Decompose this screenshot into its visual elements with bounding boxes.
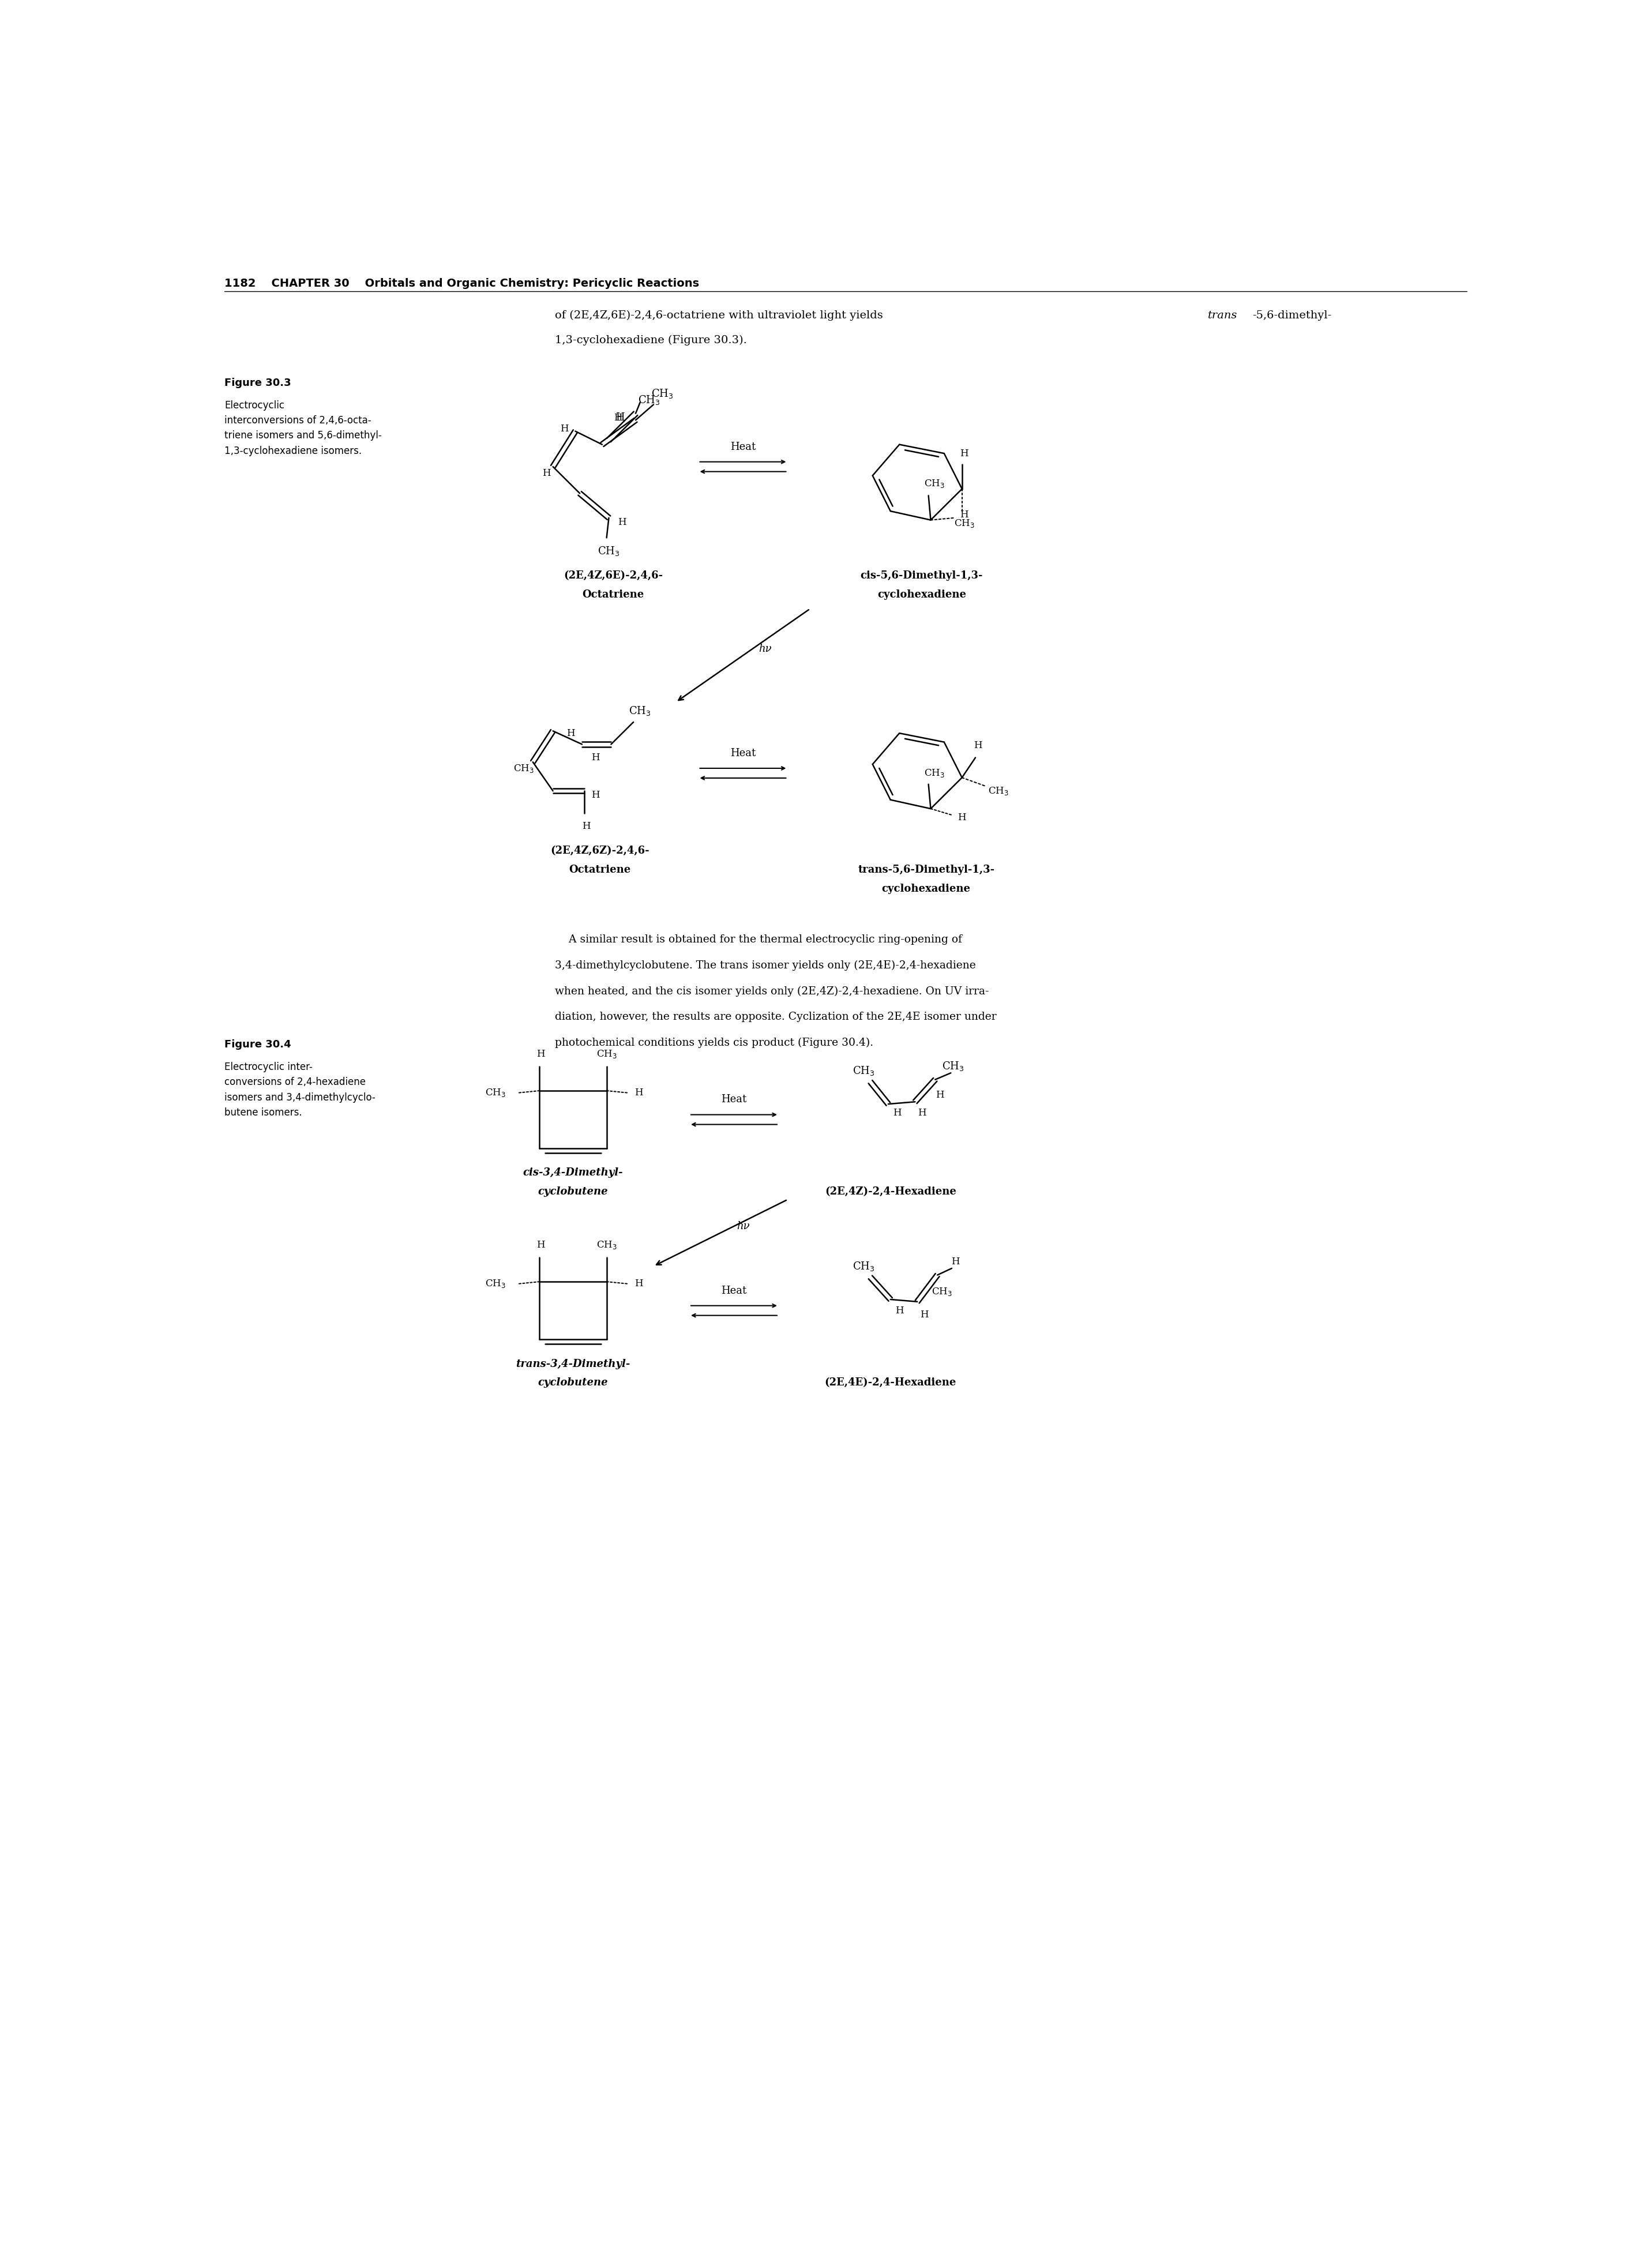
Text: H: H: [634, 1087, 643, 1098]
Text: H: H: [537, 1049, 545, 1060]
Text: 1182    CHAPTER 30    Orbitals and Organic Chemistry: Pericyclic Reactions: 1182 CHAPTER 30 Orbitals and Organic Che…: [225, 279, 699, 290]
Text: Heat: Heat: [722, 1285, 747, 1296]
Text: H: H: [935, 1089, 943, 1101]
Text: trans-3,4-Dimethyl-: trans-3,4-Dimethyl-: [515, 1359, 631, 1370]
Text: cyclobutene: cyclobutene: [539, 1186, 608, 1197]
Text: H: H: [537, 1240, 545, 1251]
Text: CH$_3$: CH$_3$: [953, 519, 975, 530]
Text: CH$_3$: CH$_3$: [651, 386, 674, 400]
Text: H: H: [920, 1309, 928, 1321]
Text: cyclohexadiene: cyclohexadiene: [882, 883, 971, 894]
Text: hν: hν: [737, 1222, 750, 1231]
Text: when heated, and the cis isomer yields only (2E,4Z)-2,4-hexadiene. On UV irra-: when heated, and the cis isomer yields o…: [555, 986, 990, 997]
Text: H: H: [567, 728, 575, 739]
Text: (2E,4E)-2,4-Hexadiene: (2E,4E)-2,4-Hexadiene: [824, 1377, 957, 1388]
Text: Heat: Heat: [730, 442, 755, 451]
Text: H: H: [958, 813, 966, 822]
Text: hν: hν: [758, 645, 771, 654]
Text: -5,6-dimethyl-: -5,6-dimethyl-: [1252, 310, 1332, 321]
Text: H: H: [960, 510, 968, 519]
Text: H: H: [894, 1107, 902, 1119]
Text: H: H: [973, 741, 981, 750]
Text: H: H: [616, 413, 624, 422]
Text: trans-5,6-Dimethyl-1,3-: trans-5,6-Dimethyl-1,3-: [857, 865, 995, 876]
Text: trans: trans: [1208, 310, 1237, 321]
Text: CH$_3$: CH$_3$: [598, 546, 620, 557]
Text: CH$_3$: CH$_3$: [638, 393, 661, 407]
Text: 3,4-dimethylcyclobutene. The trans isomer yields only (2E,4E)-2,4-hexadiene: 3,4-dimethylcyclobutene. The trans isome…: [555, 961, 976, 970]
Text: cis-5,6-Dimethyl-1,3-: cis-5,6-Dimethyl-1,3-: [861, 570, 983, 582]
Text: H: H: [591, 791, 600, 800]
Text: CH$_3$: CH$_3$: [932, 1287, 952, 1298]
Text: cis-3,4-Dimethyl-: cis-3,4-Dimethyl-: [524, 1168, 623, 1179]
Text: cyclohexadiene: cyclohexadiene: [877, 588, 966, 600]
Text: Figure 30.3: Figure 30.3: [225, 377, 291, 389]
Text: CH$_3$: CH$_3$: [629, 705, 651, 716]
Text: H: H: [542, 469, 550, 478]
Text: Octatriene: Octatriene: [583, 588, 644, 600]
Text: cyclobutene: cyclobutene: [539, 1377, 608, 1388]
Text: CH$_3$: CH$_3$: [596, 1049, 616, 1060]
Text: H: H: [634, 1278, 643, 1289]
Text: Figure 30.4: Figure 30.4: [225, 1040, 291, 1051]
Text: 1,3-cyclohexadiene (Figure 30.3).: 1,3-cyclohexadiene (Figure 30.3).: [555, 335, 747, 346]
Text: Octatriene: Octatriene: [568, 865, 631, 876]
Text: CH$_3$: CH$_3$: [486, 1278, 506, 1289]
Text: CH$_3$: CH$_3$: [852, 1260, 876, 1271]
Text: diation, however, the results are opposite. Cyclization of the 2E,4E isomer unde: diation, however, the results are opposi…: [555, 1011, 996, 1022]
Text: H: H: [960, 449, 968, 458]
Text: CH$_3$: CH$_3$: [923, 478, 945, 490]
Text: (2E,4Z)-2,4-Hexadiene: (2E,4Z)-2,4-Hexadiene: [824, 1186, 957, 1197]
Text: CH$_3$: CH$_3$: [923, 768, 945, 779]
Text: H: H: [613, 413, 623, 422]
Text: A similar result is obtained for the thermal electrocyclic ring-opening of: A similar result is obtained for the the…: [555, 934, 963, 946]
Text: H: H: [917, 1107, 927, 1119]
Text: CH$_3$: CH$_3$: [596, 1240, 616, 1251]
Text: H: H: [591, 752, 600, 761]
Text: Electrocyclic inter-
conversions of 2,4-hexadiene
isomers and 3,4-dimethylcyclo-: Electrocyclic inter- conversions of 2,4-…: [225, 1062, 375, 1119]
Text: (2E,4Z,6E)-2,4,6-: (2E,4Z,6E)-2,4,6-: [563, 570, 662, 582]
Text: CH$_3$: CH$_3$: [486, 1087, 506, 1098]
Text: CH$_3$: CH$_3$: [852, 1065, 876, 1076]
Text: Heat: Heat: [730, 748, 755, 759]
Text: H: H: [895, 1305, 904, 1316]
Text: CH$_3$: CH$_3$: [514, 764, 534, 775]
Text: H: H: [618, 517, 626, 528]
Text: photochemical conditions yields cis product (Figure 30.4).: photochemical conditions yields cis prod…: [555, 1038, 874, 1049]
Text: H: H: [560, 424, 568, 433]
Text: H: H: [952, 1258, 960, 1267]
Text: (2E,4Z,6Z)-2,4,6-: (2E,4Z,6Z)-2,4,6-: [550, 847, 649, 856]
Text: CH$_3$: CH$_3$: [988, 786, 1009, 797]
Text: of (2E,4Z,6E)-2,4,6-octatriene with ultraviolet light yields: of (2E,4Z,6E)-2,4,6-octatriene with ultr…: [555, 310, 887, 321]
Text: H: H: [582, 822, 591, 831]
Text: CH$_3$: CH$_3$: [942, 1060, 965, 1071]
Text: Heat: Heat: [722, 1094, 747, 1105]
Text: Electrocyclic
interconversions of 2,4,6-octa-
triene isomers and 5,6-dimethyl-
1: Electrocyclic interconversions of 2,4,6-…: [225, 400, 382, 456]
